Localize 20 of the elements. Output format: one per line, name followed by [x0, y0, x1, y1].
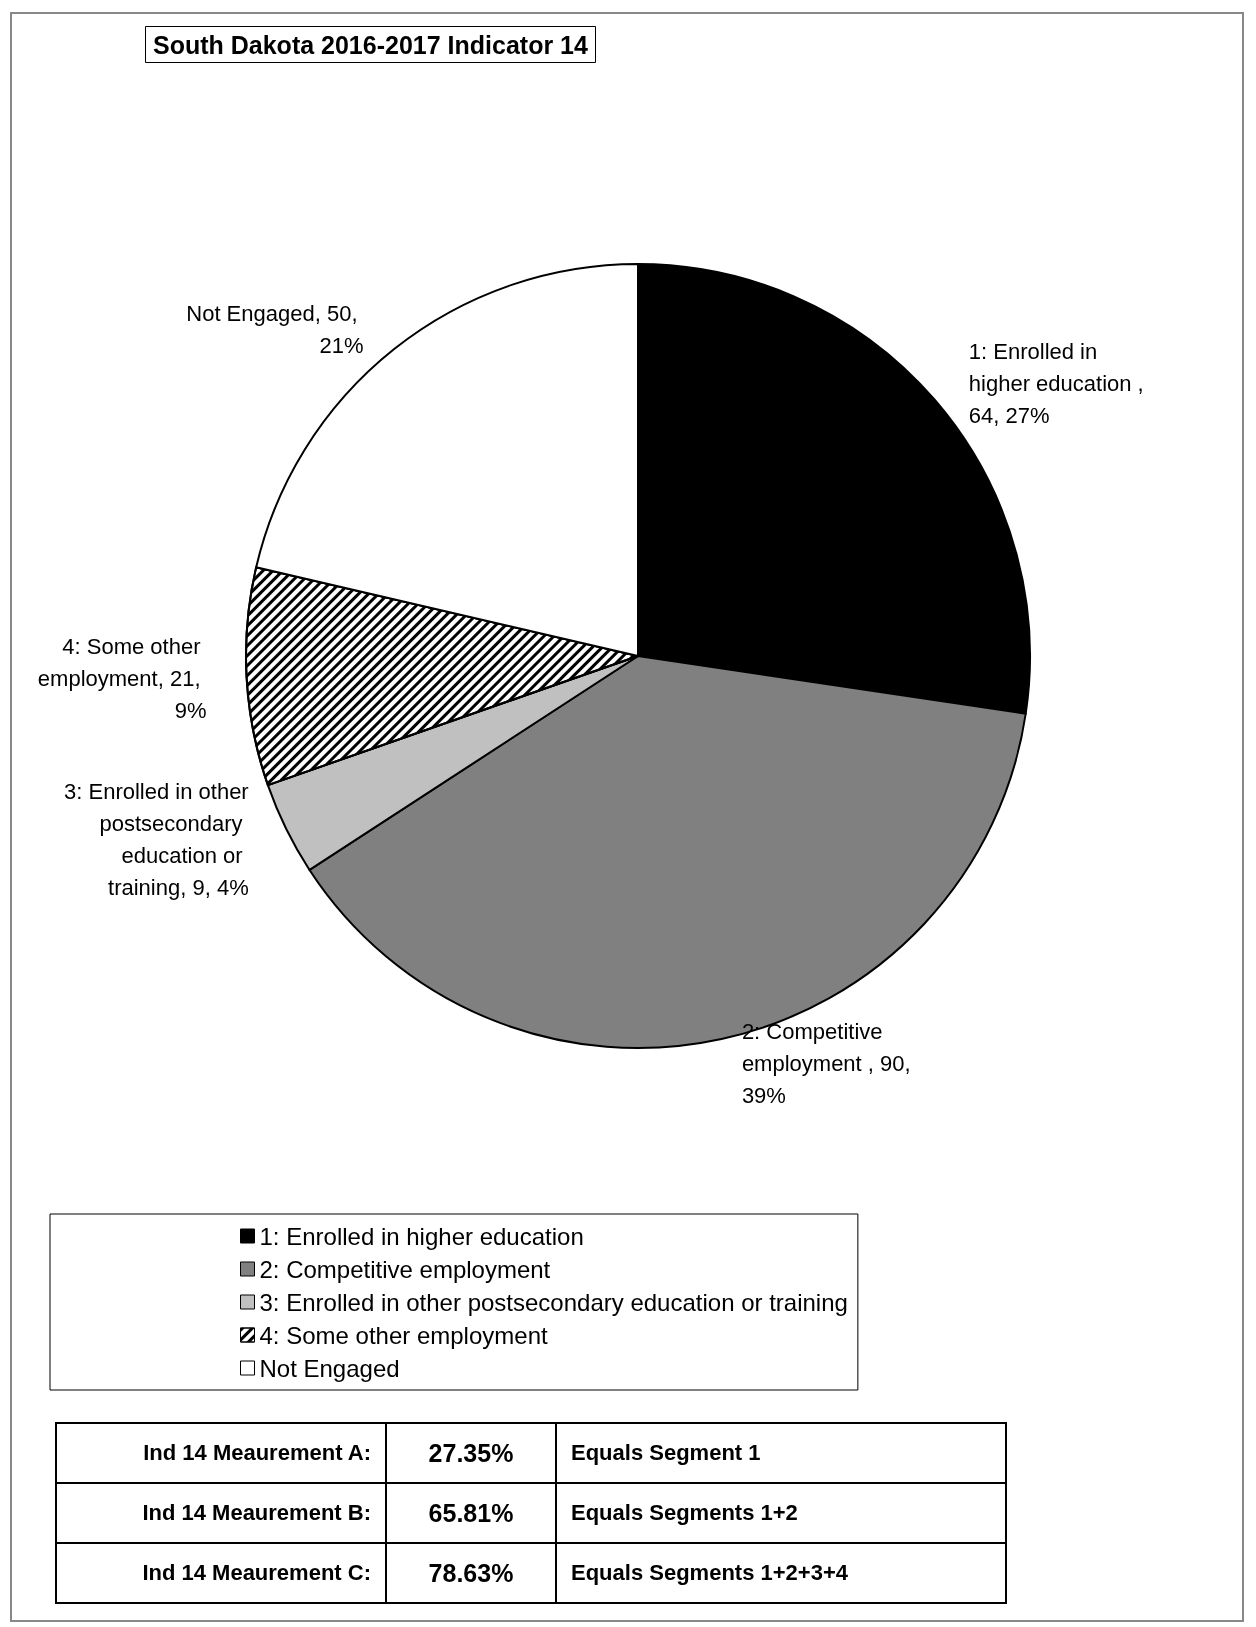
data-label: 1: Enrolled in higher education , 64, 27%	[968, 339, 1150, 429]
text: Ind 14 Meaurement C:	[56, 1543, 386, 1603]
legend-label: 3: Enrolled in other postsecondary education or training	[259, 1288, 848, 1316]
data-label: Not Engaged, 50, 21%	[186, 300, 364, 358]
data-label: 2: Competitive employment , 90, 39%	[741, 1018, 917, 1108]
text: Equals Segments 1+2	[556, 1483, 1006, 1543]
chart-title: South Dakota 2016-2017 Indicator 14	[153, 30, 588, 59]
legend-label: 1: Enrolled in higher education	[259, 1222, 584, 1250]
legend-label: 2: Competitive employment	[259, 1255, 551, 1283]
text: Ind 14 Meaurement A:	[56, 1423, 386, 1483]
text: 27.35%	[386, 1423, 556, 1483]
text: Equals Segment 1	[556, 1423, 1006, 1483]
data-label: 3: Enrolled in other postsecondary education or training, 9, 4%	[64, 779, 249, 901]
data-label: 4: Some other employment, 21, 9%	[37, 633, 207, 723]
text: Ind 14 Meaurement B:	[56, 1483, 386, 1543]
text: Equals Segments 1+2+3+4	[556, 1543, 1006, 1603]
text: 78.63%	[386, 1543, 556, 1603]
legend-label: Not Engaged	[259, 1354, 400, 1382]
text: 65.81%	[386, 1483, 556, 1543]
legend-label: 4: Some other employment	[259, 1321, 548, 1349]
